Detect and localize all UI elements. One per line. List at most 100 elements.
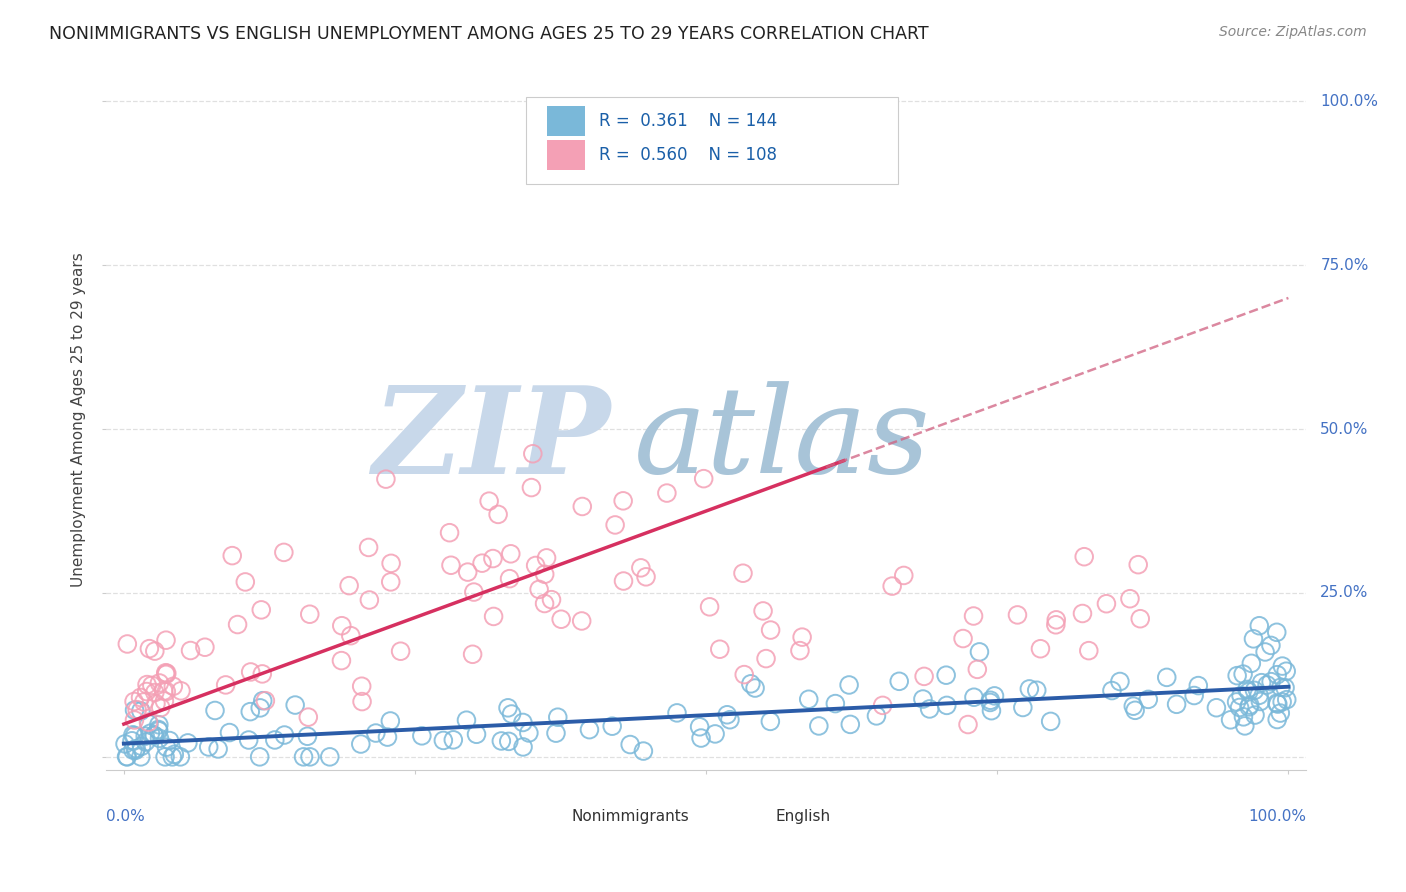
Point — [755, 651, 778, 665]
Point — [1265, 713, 1288, 727]
Text: English: English — [776, 809, 831, 824]
Point — [350, 737, 373, 751]
Point — [374, 472, 396, 486]
Text: Source: ZipAtlas.com: Source: ZipAtlas.com — [1219, 25, 1367, 39]
Point — [699, 599, 721, 614]
Point — [284, 698, 307, 712]
Point — [124, 713, 146, 727]
Point — [1219, 713, 1241, 727]
Point — [533, 597, 555, 611]
Point — [148, 676, 170, 690]
Point — [215, 678, 238, 692]
Point — [912, 669, 935, 683]
Point — [153, 694, 176, 708]
Point — [498, 734, 520, 748]
Point — [155, 667, 177, 681]
Point — [263, 733, 285, 747]
Point — [962, 609, 984, 624]
Point — [838, 678, 860, 692]
Point — [1073, 549, 1095, 564]
Point — [759, 623, 782, 637]
Point — [1275, 692, 1298, 706]
Point — [547, 710, 569, 724]
Point — [163, 747, 186, 762]
Point — [704, 727, 727, 741]
Point — [759, 714, 782, 729]
Point — [1077, 643, 1099, 657]
Point — [1011, 700, 1033, 714]
Point — [1101, 683, 1123, 698]
Point — [250, 603, 273, 617]
Point — [194, 640, 217, 655]
Point — [218, 725, 240, 739]
Point — [129, 690, 152, 705]
Point — [634, 570, 657, 584]
Point — [486, 508, 509, 522]
Point — [963, 690, 986, 705]
Point — [1225, 695, 1247, 709]
Text: 100.0%: 100.0% — [1249, 808, 1306, 823]
Point — [298, 607, 321, 622]
Point — [441, 732, 464, 747]
Point — [496, 701, 519, 715]
Point — [692, 472, 714, 486]
Point — [882, 579, 904, 593]
Point — [731, 566, 754, 581]
Point — [603, 517, 626, 532]
Text: 0.0%: 0.0% — [107, 808, 145, 823]
Point — [630, 561, 652, 575]
Point — [143, 644, 166, 658]
Point — [1109, 674, 1132, 689]
Point — [115, 749, 138, 764]
Point — [1249, 619, 1271, 633]
Text: 25.0%: 25.0% — [1320, 585, 1368, 600]
Point — [716, 707, 738, 722]
Point — [471, 556, 494, 570]
Point — [1232, 667, 1254, 681]
Point — [911, 692, 934, 706]
Point — [1226, 668, 1249, 682]
FancyBboxPatch shape — [526, 96, 898, 185]
Point — [457, 565, 479, 579]
Point — [1243, 683, 1265, 698]
Point — [207, 742, 229, 756]
Point — [159, 733, 181, 747]
Point — [619, 738, 641, 752]
Point — [1265, 696, 1288, 710]
Point — [578, 723, 600, 737]
Point — [177, 736, 200, 750]
Point — [935, 698, 957, 713]
FancyBboxPatch shape — [547, 106, 585, 136]
Point — [152, 684, 174, 698]
Point — [380, 574, 402, 589]
Point — [979, 693, 1001, 707]
Point — [1045, 613, 1067, 627]
Point — [121, 733, 143, 747]
Point — [512, 715, 534, 730]
Point — [807, 719, 830, 733]
Point — [935, 668, 957, 682]
Point — [239, 665, 262, 679]
Point — [1018, 681, 1040, 696]
Point — [156, 666, 179, 681]
Point — [1237, 699, 1260, 714]
Point — [149, 700, 172, 714]
Point — [238, 733, 260, 747]
Point — [533, 567, 555, 582]
Point — [292, 749, 315, 764]
Point — [221, 549, 243, 563]
Point — [571, 500, 593, 514]
Point — [1260, 639, 1282, 653]
Point — [1095, 597, 1118, 611]
Point — [1267, 697, 1289, 711]
Point — [197, 739, 219, 754]
Point — [155, 740, 177, 755]
Point — [709, 642, 731, 657]
Point — [249, 701, 271, 715]
Point — [125, 703, 148, 717]
Point — [463, 585, 485, 599]
Point — [1239, 698, 1261, 712]
Point — [889, 674, 911, 689]
Point — [1229, 700, 1251, 714]
Point — [148, 723, 170, 737]
